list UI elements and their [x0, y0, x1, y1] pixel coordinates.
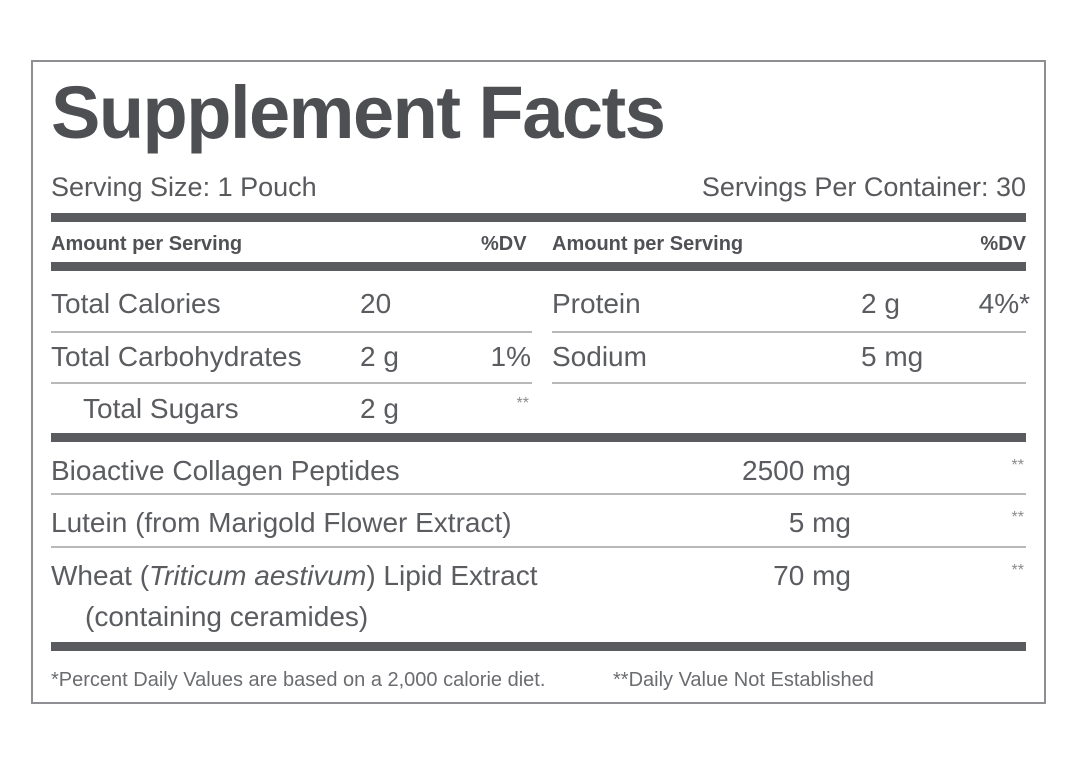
- ingredient-name-suffix: ) Lipid Extract: [366, 560, 538, 591]
- nutrient-name: Total Carbohydrates: [51, 341, 302, 372]
- nutrient-dv: **: [516, 395, 529, 412]
- ingredient-name-line2: (containing ceramides): [85, 601, 369, 632]
- nutrient-amount: 2 g: [861, 288, 900, 319]
- serving-size: Serving Size: 1 Pouch: [51, 172, 317, 202]
- nutrient-thick-bar: [51, 433, 1026, 442]
- ingredient-amount: 70 mg: [773, 560, 851, 591]
- panel-title: Supplement Facts: [51, 71, 666, 154]
- ingredient-dv: **: [1011, 457, 1024, 474]
- right-amount-header: Amount per Serving: [552, 233, 744, 255]
- footnote-dv-not-established: **Daily Value Not Established: [613, 669, 874, 691]
- ingredient-name-prefix: Wheat (: [51, 560, 150, 591]
- ingredient-name: Bioactive Collagen Peptides: [51, 455, 400, 486]
- row-divider: [51, 546, 1026, 548]
- header-thick-bar: [51, 262, 1026, 271]
- footnote-percent-dv: *Percent Daily Values are based on a 2,0…: [51, 669, 546, 691]
- ingredient-amount: 5 mg: [788, 507, 851, 538]
- nutrient-amount: 2 g: [360, 393, 399, 424]
- row-divider: [51, 331, 532, 333]
- nutrient-amount: 2 g: [360, 341, 399, 372]
- row-divider: [552, 382, 1026, 384]
- ingredient-name: Lutein (from Marigold Flower Extract): [51, 507, 512, 538]
- nutrient-name: Sodium: [552, 341, 647, 372]
- ingredient-name: Wheat (Triticum aestivum) Lipid Extract: [51, 562, 538, 590]
- row-divider: [51, 382, 532, 384]
- nutrient-dv: 1%: [490, 341, 531, 372]
- nutrient-name-indented: Total Sugars: [83, 393, 239, 424]
- servings-per-container: Servings Per Container: 30: [701, 172, 1026, 202]
- nutrient-name: Total Calories: [51, 288, 221, 319]
- nutrient-dv: 4%*: [978, 288, 1030, 319]
- bottom-thick-bar: [51, 642, 1026, 651]
- supplement-facts-panel: Supplement Facts Serving Size: 1 Pouch S…: [31, 60, 1046, 704]
- ingredient-dv: **: [1011, 509, 1024, 526]
- row-divider: [51, 493, 1026, 495]
- left-amount-header: Amount per Serving: [51, 233, 243, 255]
- nutrient-amount: 5 mg: [861, 341, 924, 372]
- ingredient-amount: 2500 mg: [742, 455, 851, 486]
- ingredient-dv: **: [1011, 562, 1024, 579]
- nutrient-name: Protein: [552, 288, 641, 319]
- right-dv-header: %DV: [980, 233, 1026, 255]
- row-divider: [552, 331, 1026, 333]
- left-dv-header: %DV: [481, 233, 527, 255]
- nutrient-amount: 20: [360, 288, 392, 319]
- top-thick-bar: [51, 213, 1026, 222]
- ingredient-latin-name: Triticum aestivum: [149, 560, 367, 591]
